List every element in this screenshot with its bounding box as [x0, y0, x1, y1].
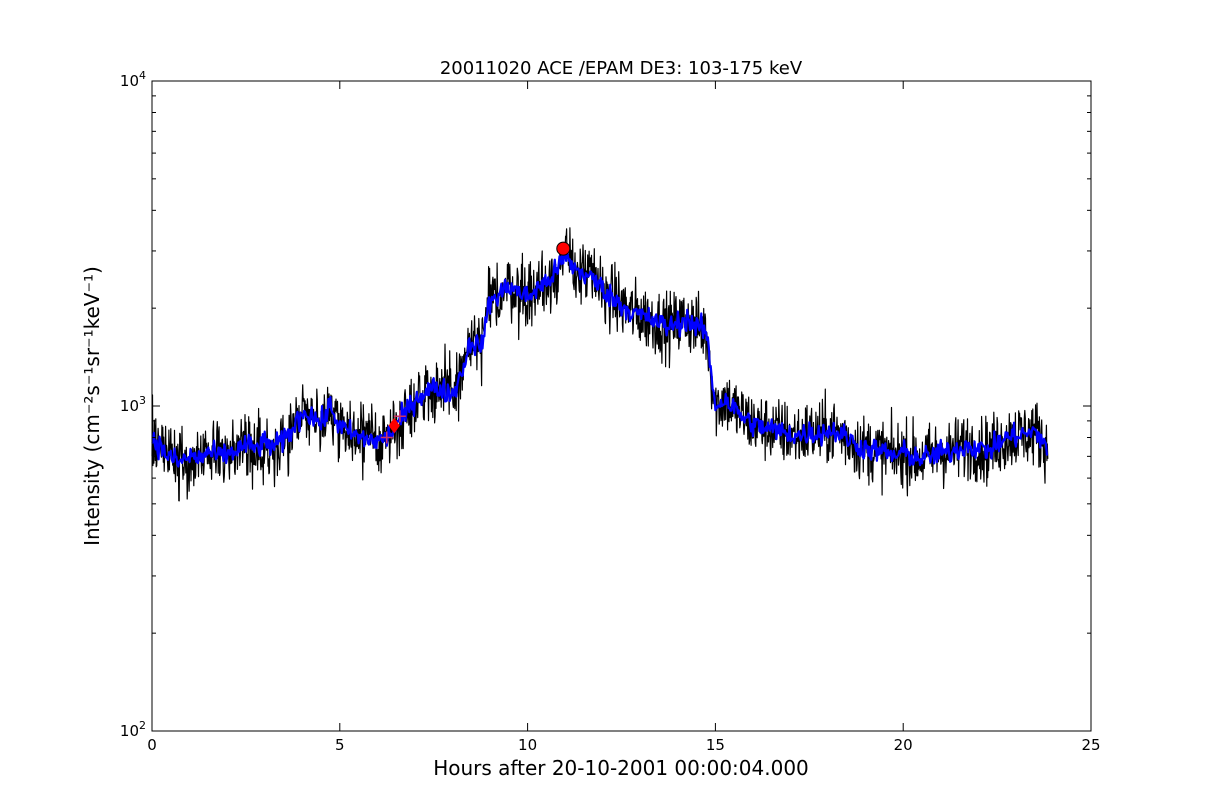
series-line-smoothed: [151, 249, 1049, 468]
y-tick-label: 103: [120, 394, 146, 415]
x-tick-label: 25: [1081, 736, 1100, 754]
x-axis-label: Hours after 20-10-2001 00:00:04.000: [433, 756, 809, 780]
x-tick-label: 5: [335, 736, 345, 754]
x-tick-label: 0: [147, 736, 157, 754]
peak-marker: [556, 241, 571, 256]
chart-title: 20011020 ACE /EPAM DE3: 103-175 keV: [440, 58, 803, 79]
y-tick-label: 102: [120, 719, 146, 740]
onset-marker: [388, 417, 400, 434]
plot-area: 0 5 10 15 20 25 102 103 104: [120, 69, 1101, 754]
y-axis-label: Intensity (cm⁻²s⁻¹sr⁻¹keV⁻¹): [80, 266, 104, 546]
x-tick-label: 15: [706, 736, 725, 754]
x-tick-label: 20: [894, 736, 913, 754]
x-tick-label: 10: [518, 736, 537, 754]
plot-frame: [151, 80, 1092, 732]
y-tick-label: 104: [120, 69, 146, 90]
